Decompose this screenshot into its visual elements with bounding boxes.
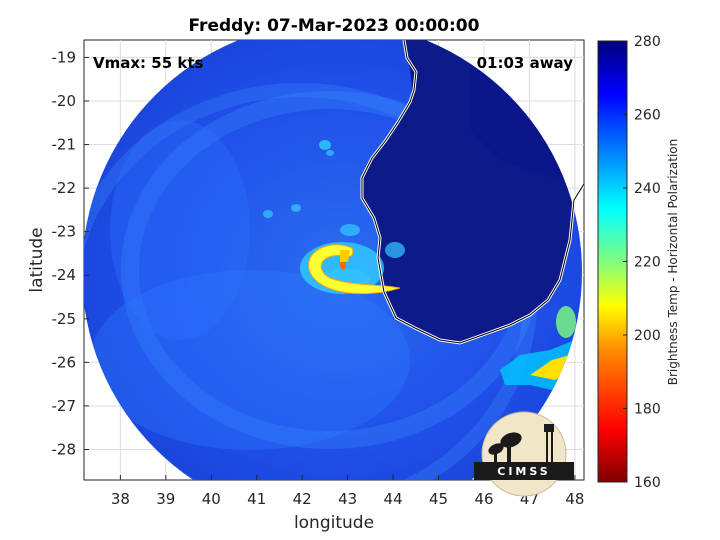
colorbar-tick-label: 220 — [634, 255, 661, 271]
colorbar-tick-label: 260 — [634, 108, 661, 124]
x-tick-label: 41 — [247, 490, 266, 508]
y-axis-ticks: -19 -20 -21 -22 -23 -24 -25 -26 -27 -28 — [52, 48, 89, 459]
x-axis-title: longitude — [294, 513, 374, 533]
plot-title: Freddy: 07-Mar-2023 00:00:00 — [189, 16, 480, 36]
cimss-logo: CIMSS — [474, 411, 574, 497]
time-away-label: 01:03 away — [477, 54, 574, 72]
y-tick-label: -19 — [52, 48, 77, 66]
y-tick-label: -24 — [52, 266, 77, 284]
x-tick-label: 44 — [384, 490, 403, 508]
y-tick-label: -25 — [52, 310, 77, 328]
vmax-label: Vmax: 55 kts — [93, 54, 203, 72]
y-tick-label: -23 — [52, 223, 77, 241]
x-tick-label: 42 — [293, 490, 312, 508]
colorbar-gradient — [597, 40, 628, 483]
colorbar-tick-label: 180 — [634, 402, 661, 418]
colorbar-ticks: 160 180 200 220 240 260 280 — [623, 34, 661, 491]
colorbar-title: Brightness Temp - Horizontal Polarizatio… — [666, 139, 680, 386]
y-tick-label: -27 — [52, 397, 77, 415]
y-tick-label: -22 — [52, 179, 77, 197]
y-tick-label: -26 — [52, 353, 77, 371]
y-axis-title: latitude — [27, 227, 47, 292]
colorbar-tick-label: 200 — [634, 328, 661, 344]
colorbar-tick-label: 160 — [634, 475, 661, 491]
x-tick-label: 39 — [156, 490, 175, 508]
brightness-temp-swath — [84, 40, 584, 480]
y-tick-label: -20 — [52, 92, 77, 110]
colorbar-tick-label: 240 — [634, 181, 661, 197]
x-tick-label: 40 — [202, 490, 221, 508]
colorbar-tick-label: 280 — [634, 34, 661, 50]
colorbar: 160 180 200 220 240 260 280 Brightness Temp - … — [597, 34, 680, 491]
logo-text: CIMSS — [497, 465, 550, 478]
x-tick-label: 38 — [111, 490, 130, 508]
x-tick-label: 43 — [338, 490, 357, 508]
x-tick-label: 46 — [474, 490, 493, 508]
x-axis-ticks: 38 39 40 41 42 43 44 45 46 47 48 — [111, 475, 584, 508]
x-tick-label: 48 — [565, 490, 584, 508]
x-tick-label: 45 — [429, 490, 448, 508]
y-tick-label: -28 — [52, 441, 77, 459]
y-tick-label: -21 — [52, 136, 77, 154]
